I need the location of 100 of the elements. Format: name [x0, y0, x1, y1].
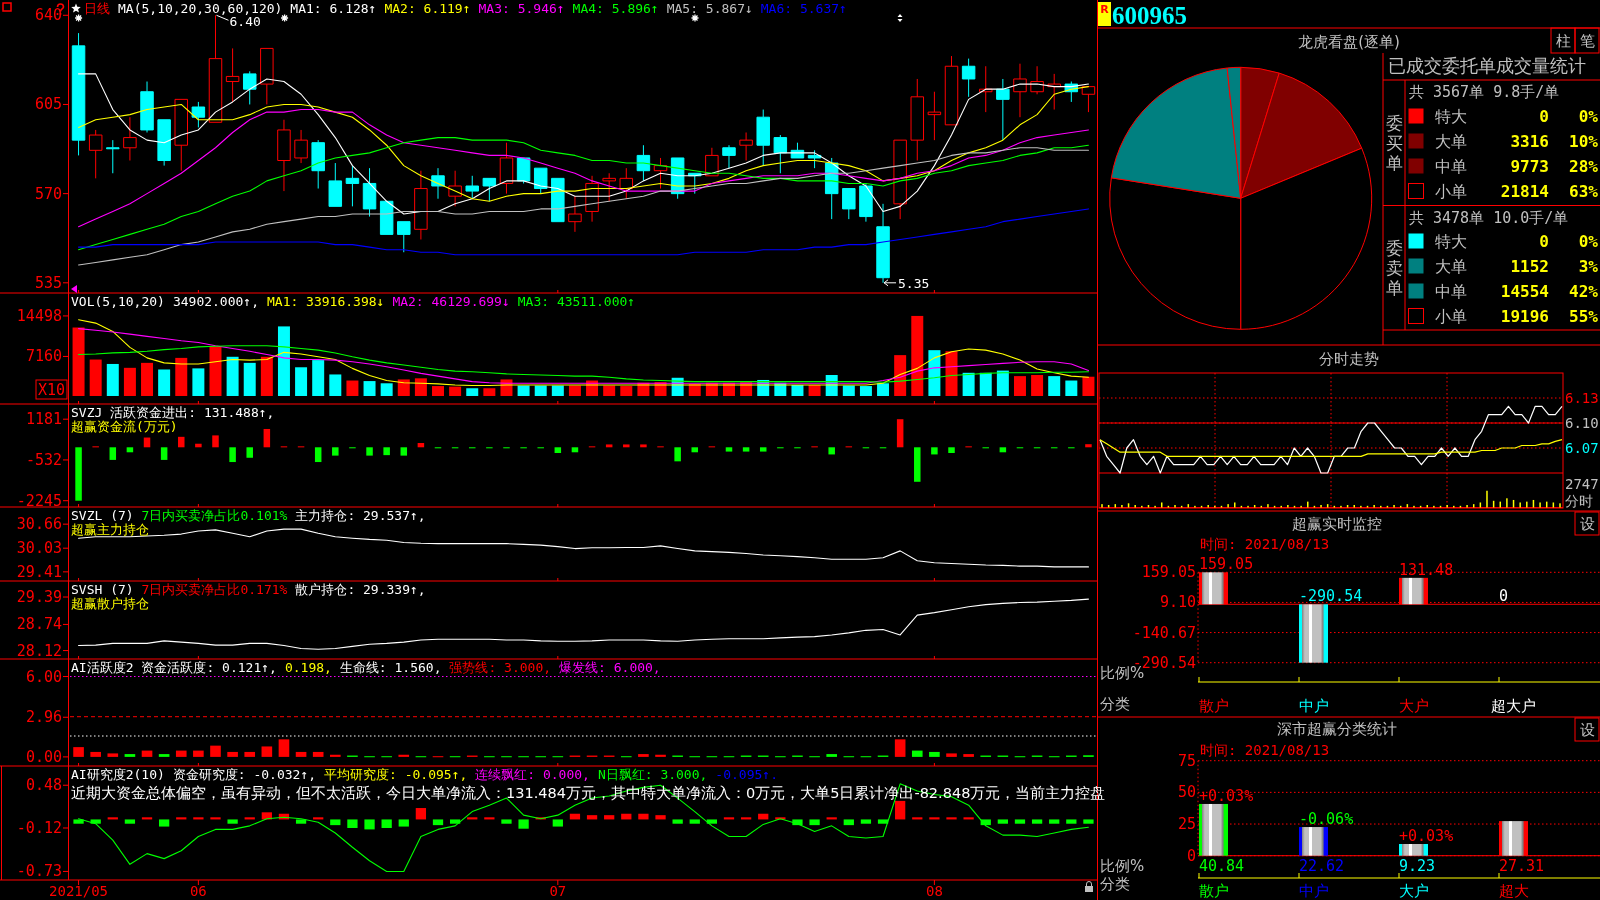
chart-title: SVZJ	[71, 405, 103, 420]
y-tick-label: 6.10	[1565, 415, 1599, 431]
x-tick-label: 大户	[1398, 697, 1429, 715]
annotation: -0.095↑.	[715, 767, 778, 782]
legend-label: 大单	[1435, 257, 1467, 276]
legend-label: 小单	[1435, 182, 1467, 201]
y-tick-label: 25	[1177, 815, 1196, 834]
text: 委卖单	[1385, 238, 1403, 298]
chart-title: 深市超赢分类统计	[1277, 720, 1397, 738]
x-tick-label: 中户	[1298, 697, 1329, 715]
y-tick-label: 0.48	[25, 776, 62, 795]
chart-title: SVSH (7)	[71, 582, 134, 597]
annotation: 7日内买卖净占比0.101%	[141, 508, 288, 523]
text: 设	[1579, 721, 1595, 739]
y-tick-label: 1181	[25, 410, 62, 429]
text: 0	[1539, 232, 1549, 251]
y-tick-label: -0.12	[16, 818, 62, 837]
annotation: 资金活跃度: 0.121↑,	[141, 660, 277, 675]
x-tick-label: 07	[549, 883, 567, 899]
x-axis-title: 分类	[1100, 695, 1130, 713]
y-tick-label: 9.10	[1159, 593, 1196, 612]
legend-label: 特大	[1435, 232, 1467, 251]
data-label: 14554	[1500, 282, 1549, 301]
text: MA2: 6.119↑	[384, 1, 471, 16]
text: 55%	[1569, 307, 1599, 326]
text: 笔	[1579, 32, 1595, 50]
legend-label: 大单	[1435, 132, 1467, 151]
text: 10%	[1569, 132, 1599, 151]
x-tick-label: 08	[925, 883, 943, 899]
chart-title: VOL(5,10,20)	[71, 294, 165, 309]
text: 共 3567单 9.8手/单	[1409, 83, 1560, 101]
annotation: -0.06%	[1299, 810, 1354, 829]
chart-title: AI活跃度2	[71, 660, 134, 675]
text: 柱	[1555, 32, 1571, 50]
annotation: 平均研究度: -0.095↑,	[324, 767, 468, 782]
legend-label: 中单	[1435, 282, 1467, 301]
y-tick-label: 28.74	[16, 615, 62, 634]
chart-title: 日线	[84, 1, 110, 16]
y-tick-label: 0.00	[25, 747, 62, 766]
y-tick-label: 29.41	[16, 562, 62, 581]
y-tick-label: -140.67	[1132, 623, 1196, 642]
chart-subtitle: 时间: 2021/08/13	[1200, 536, 1330, 552]
y-tick-label: 30.66	[16, 515, 62, 534]
data-label: 131.48	[1399, 560, 1454, 579]
y-tick-label: -2245	[16, 491, 62, 510]
text: 散户持仓: 29.339↑,	[295, 582, 426, 597]
annotation: 6.40	[229, 14, 261, 30]
chart-title: SVZL (7)	[71, 508, 134, 523]
x-tick-label: 散户	[1198, 697, 1229, 715]
chart-title: 超赢实时监控	[1292, 515, 1382, 533]
chart-title: 龙虎看盘(逐单)	[1298, 33, 1400, 51]
data-label: 19196	[1500, 307, 1549, 326]
text: 委买单	[1385, 113, 1403, 173]
text: 0%	[1578, 232, 1599, 251]
text: MA1: 6.128↑	[290, 1, 377, 16]
series-label: 主力持仓: 29.537↑,	[295, 508, 426, 523]
y-tick-label: 6.13	[1565, 390, 1599, 406]
y-tick-label: 75	[1177, 751, 1196, 770]
y-tick-label: 6.07	[1565, 440, 1599, 456]
x-tick-label: 超大	[1498, 882, 1529, 900]
text: 63%	[1569, 182, 1599, 201]
annotation: 0.198,	[284, 660, 332, 675]
y-tick-label: 50	[1177, 783, 1196, 802]
text: MA6: 5.637↑	[760, 1, 847, 16]
annotation: 资金研究度: -0.032↑,	[172, 767, 317, 782]
ref-line-label: 爆发线: 6.000,	[559, 660, 661, 675]
data-label: 22.62	[1299, 857, 1345, 875]
y-tick-label: 159.05	[1141, 563, 1196, 582]
text: 设	[1579, 515, 1595, 533]
y-axis-title: 比例%	[1100, 857, 1145, 875]
chart-title: 分时走势	[1319, 350, 1379, 368]
y-tick-label: 30.03	[16, 539, 62, 558]
x-tick-label: 06	[189, 883, 207, 899]
legend-label: 特大	[1435, 107, 1467, 126]
y-tick-label: 640	[34, 6, 62, 25]
ref-line-label: 强势线: 3.000,	[449, 660, 552, 675]
text: 超赢主力持仓	[71, 522, 149, 537]
data-label: 0	[1499, 587, 1509, 606]
text: MA5: 5.867↓	[666, 1, 753, 16]
chart-title: AI研究度2(10)	[71, 767, 165, 782]
data-label: 9.23	[1399, 857, 1436, 875]
text: MA2: 46129.699↓	[392, 294, 510, 309]
data-label: 27.31	[1499, 857, 1545, 875]
text: 600965	[1112, 2, 1187, 29]
text: 超赢资金流(万元)	[71, 419, 178, 434]
y-tick-label: -0.73	[16, 862, 62, 881]
text: 3%	[1578, 257, 1599, 276]
text: R	[1100, 3, 1110, 16]
x-tick-label: 2021/05	[49, 883, 109, 899]
ref-line-label: 生命线: 1.560,	[339, 660, 442, 675]
chart-subtitle: MA(5,10,20,30,60,120)	[118, 1, 283, 16]
annotation: 5.35	[898, 275, 930, 291]
y-tick-label: -532	[25, 450, 62, 469]
text: 0	[1539, 107, 1549, 126]
y-tick-label: 29.39	[16, 588, 62, 607]
y-tick-label: 535	[34, 273, 62, 292]
text: MA3: 5.946↑	[478, 1, 565, 16]
annotation: +0.03%	[1399, 827, 1454, 846]
y-tick-label: 14498	[16, 306, 62, 325]
text: 共 3478单 10.0手/单	[1409, 209, 1569, 227]
